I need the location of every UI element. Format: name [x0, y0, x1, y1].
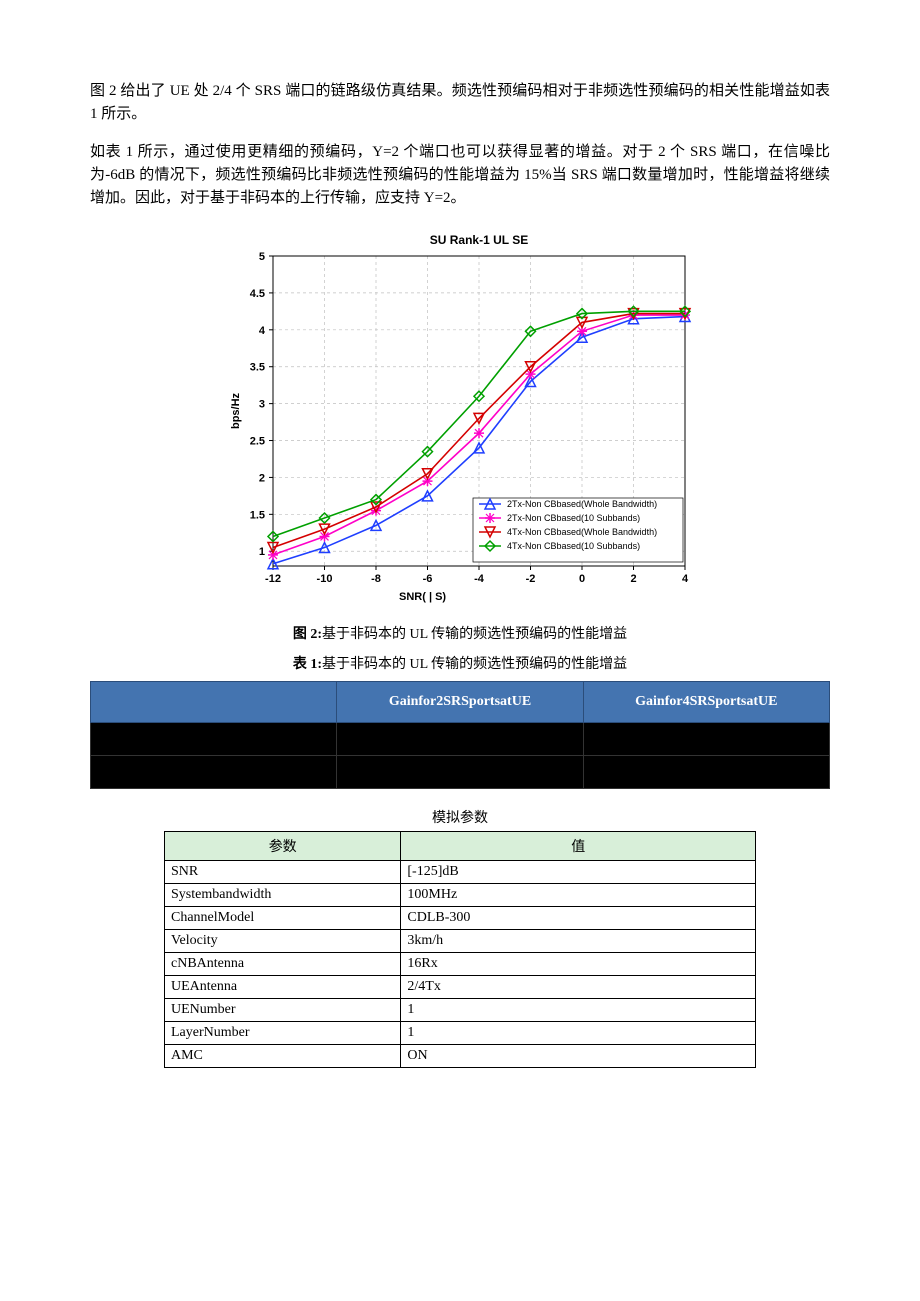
param-table-cell: 2/4Tx	[401, 976, 756, 999]
svg-text:2.5: 2.5	[250, 436, 265, 448]
figure-2-caption: 图 2:基于非码本的 UL 传输的频选性预编码的性能增益	[90, 623, 830, 643]
svg-text:-10: -10	[317, 573, 333, 585]
svg-text:1.5: 1.5	[250, 510, 265, 522]
param-table-cell: 100MHz	[401, 884, 756, 907]
svg-text:4Tx-Non CBbased(10 Subbands): 4Tx-Non CBbased(10 Subbands)	[507, 541, 640, 551]
param-table-row: UENumber1	[165, 999, 756, 1022]
figure-caption-text: 基于非码本的 UL 传输的频选性预编码的性能增益	[322, 627, 627, 642]
param-table-row: UEAntenna2/4Tx	[165, 976, 756, 999]
param-table-row: Velocity3km/h	[165, 930, 756, 953]
param-table-cell: AMC	[165, 1045, 401, 1068]
param-table-cell: SNR	[165, 861, 401, 884]
param-table-cell: [-125]dB	[401, 861, 756, 884]
gain-table-cell	[583, 723, 829, 756]
param-table-row: Systembandwidth100MHz	[165, 884, 756, 907]
svg-text:4: 4	[682, 573, 689, 585]
svg-text:-12: -12	[265, 573, 281, 585]
gain-table-cell	[337, 723, 583, 756]
param-table-row: LayerNumber1	[165, 1022, 756, 1045]
table-1-caption: 表 1:基于非码本的 UL 传输的频选性预编码的性能增益	[90, 653, 830, 673]
param-table-cell: LayerNumber	[165, 1022, 401, 1045]
table-caption-text: 基于非码本的 UL 传输的频选性预编码的性能增益	[322, 657, 627, 672]
param-table-row: ChannelModelCDLB-300	[165, 907, 756, 930]
param-table-cell: 16Rx	[401, 953, 756, 976]
svg-text:3: 3	[259, 399, 265, 411]
gain-table-header	[91, 682, 337, 723]
param-table-caption: 模拟参数	[90, 807, 830, 827]
param-table-cell: 1	[401, 1022, 756, 1045]
param-table-cell: UEAntenna	[165, 976, 401, 999]
svg-text:4Tx-Non CBbased(Whole Bandwidt: 4Tx-Non CBbased(Whole Bandwidth)	[507, 527, 657, 537]
gain-table-header: Gainfor2SRSportsatUE	[337, 682, 583, 723]
table-caption-prefix: 表 1:	[293, 657, 322, 672]
param-table-cell: ChannelModel	[165, 907, 401, 930]
gain-table-cell	[337, 756, 583, 789]
figure-2-chart: -12 -10 -8 -6 -4 -2 0 2 4 1 1.5 2 2.5 3 3.5 4 4.5 5 SNR( |…	[90, 228, 830, 613]
param-table-cell: Systembandwidth	[165, 884, 401, 907]
param-table-cell: 3km/h	[401, 930, 756, 953]
figure-caption-prefix: 图 2:	[293, 627, 322, 642]
svg-text:2: 2	[630, 573, 636, 585]
gain-table-header: Gainfor4SRSportsatUE	[583, 682, 829, 723]
svg-text:4.5: 4.5	[250, 288, 265, 300]
svg-text:1: 1	[259, 546, 265, 558]
svg-text:SU Rank-1 UL SE: SU Rank-1 UL SE	[430, 233, 528, 247]
svg-text:-8: -8	[371, 573, 381, 585]
svg-text:SNR( | S): SNR( | S)	[399, 591, 446, 603]
svg-text:2Tx-Non CBbased(Whole Bandwidt: 2Tx-Non CBbased(Whole Bandwidth)	[507, 499, 657, 509]
param-table-cell: ON	[401, 1045, 756, 1068]
gain-table-row	[91, 756, 830, 789]
param-table-row: AMCON	[165, 1045, 756, 1068]
param-table: 参数值SNR[-125]dBSystembandwidth100MHzChann…	[164, 831, 756, 1068]
param-table-cell: CDLB-300	[401, 907, 756, 930]
param-table-cell: Velocity	[165, 930, 401, 953]
gain-table-row	[91, 723, 830, 756]
gain-table: Gainfor2SRSportsatUEGainfor4SRSportsatUE	[90, 681, 830, 789]
svg-text:3.5: 3.5	[250, 362, 265, 374]
svg-text:2Tx-Non CBbased(10 Subbands): 2Tx-Non CBbased(10 Subbands)	[507, 513, 640, 523]
gain-table-cell	[91, 723, 337, 756]
svg-text:4: 4	[259, 325, 266, 337]
svg-text:-6: -6	[423, 573, 433, 585]
gain-table-cell	[583, 756, 829, 789]
gain-table-cell	[91, 756, 337, 789]
param-table-header: 值	[401, 832, 756, 861]
svg-text:-2: -2	[526, 573, 536, 585]
intro-paragraph-1: 图 2 给出了 UE 处 2/4 个 SRS 端口的链路级仿真结果。频选性预编码…	[90, 80, 830, 127]
svg-text:2: 2	[259, 473, 265, 485]
param-table-row: SNR[-125]dB	[165, 861, 756, 884]
svg-text:bps/Hz: bps/Hz	[230, 393, 242, 430]
param-table-header: 参数	[165, 832, 401, 861]
param-table-cell: UENumber	[165, 999, 401, 1022]
param-table-row: cNBAntenna16Rx	[165, 953, 756, 976]
svg-text:-4: -4	[474, 573, 485, 585]
svg-text:0: 0	[579, 573, 585, 585]
param-table-cell: cNBAntenna	[165, 953, 401, 976]
param-table-cell: 1	[401, 999, 756, 1022]
svg-text:5: 5	[259, 251, 265, 263]
intro-paragraph-2: 如表 1 所示，通过使用更精细的预编码，Y=2 个端口也可以获得显著的增益。对于…	[90, 141, 830, 211]
